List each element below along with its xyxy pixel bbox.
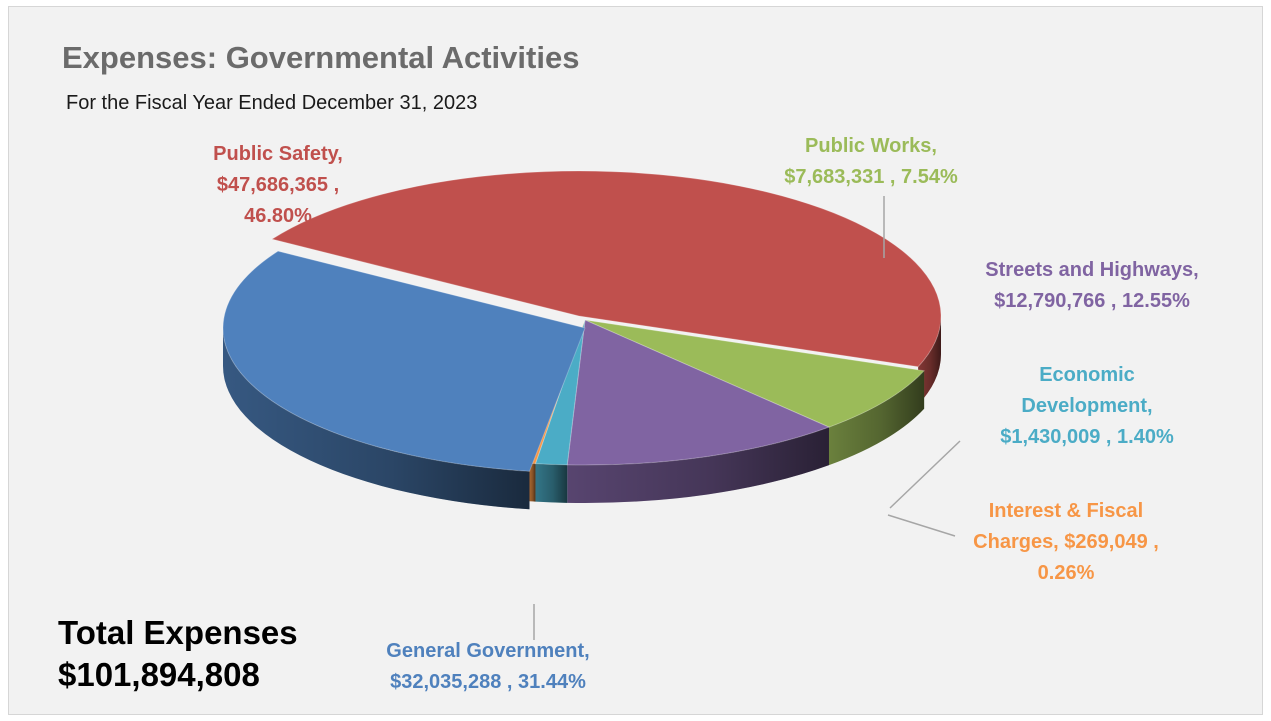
data-label-economic-development: Development, xyxy=(1021,395,1152,417)
data-label-public-works: Public Works, xyxy=(805,135,937,157)
pie-slice-public-safety xyxy=(270,170,942,368)
pie-slice-public-works xyxy=(584,319,926,428)
pie-slice-general-government xyxy=(222,250,586,472)
total-expenses-label: Total Expenses xyxy=(58,614,298,651)
data-label-general-government: General Government, xyxy=(386,640,589,662)
chart-title: Expenses: Governmental Activities xyxy=(62,40,580,75)
total-expenses: Total Expenses $101,894,808 xyxy=(58,612,298,696)
data-label-interest-and-fiscal-charges: Charges, $269,049 , xyxy=(973,531,1159,553)
data-label-public-safety: Public Safety, xyxy=(213,143,343,165)
pie-side-shade-interest-and-fiscal-charges xyxy=(529,463,536,502)
pie-side-shade-economic-development xyxy=(535,463,568,503)
data-label-interest-and-fiscal-charges: Interest & Fiscal xyxy=(989,500,1144,522)
data-label-public-safety: 46.80% xyxy=(244,205,312,227)
data-label-public-safety: $47,686,365 , xyxy=(217,174,339,196)
data-label-interest-and-fiscal-charges: 0.26% xyxy=(1038,562,1095,584)
data-label-economic-development: Economic xyxy=(1039,364,1135,386)
data-label-streets-and-highways: $12,790,766 , 12.55% xyxy=(994,290,1190,312)
data-label-public-works: $7,683,331 , 7.54% xyxy=(784,166,958,188)
data-label-streets-and-highways: Streets and Highways, xyxy=(985,259,1198,281)
chart-subtitle: For the Fiscal Year Ended December 31, 2… xyxy=(66,92,478,114)
total-expenses-value: $101,894,808 xyxy=(58,656,260,693)
data-label-general-government: $32,035,288 , 31.44% xyxy=(390,671,586,693)
data-label-economic-development: $1,430,009 , 1.40% xyxy=(1000,426,1174,448)
pie-side-shade-public-works xyxy=(828,370,925,466)
pie-slice-streets-and-highways xyxy=(566,319,831,466)
pie-side-shade-streets-and-highways xyxy=(567,427,829,504)
pie-side-shade-general-government xyxy=(223,328,530,510)
leader-line-interest-and-fiscal-charges xyxy=(887,514,956,537)
leader-line-economic-development xyxy=(889,440,961,509)
